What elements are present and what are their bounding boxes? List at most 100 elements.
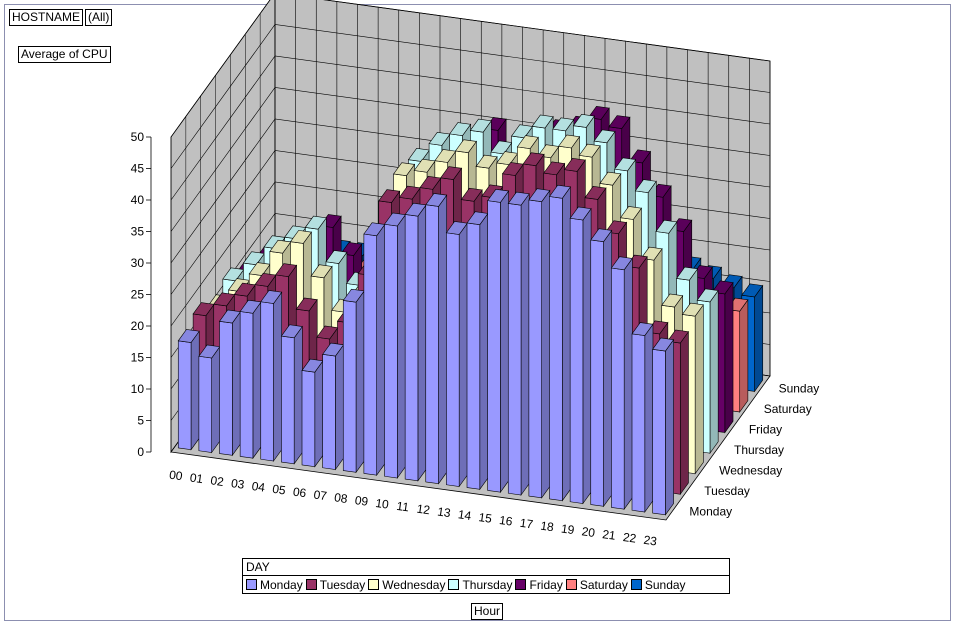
legend-item-friday: Friday — [515, 577, 563, 592]
y-tick-label: 10 — [131, 382, 145, 396]
y-tick-label: 0 — [137, 445, 144, 459]
legend-label: Thursday — [462, 577, 513, 592]
legend-item-thursday: Thursday — [448, 578, 512, 592]
z-tick-label: Monday — [689, 505, 732, 519]
x-tick-label: 04 — [251, 479, 266, 495]
bar-monday-04 — [260, 290, 283, 462]
series-field-button[interactable]: DAY — [242, 558, 730, 575]
y-tick-label: 50 — [131, 130, 145, 144]
x-tick-label: 12 — [416, 502, 431, 518]
average-cpu-field-button[interactable]: Average of CPU — [18, 46, 111, 63]
y-tick-label: 5 — [137, 414, 144, 428]
bar-monday-03 — [239, 299, 262, 460]
legend-item-saturday: Saturday — [565, 577, 628, 592]
chart-bars — [177, 106, 764, 516]
y-tick-label: 15 — [131, 351, 145, 365]
bar-monday-17 — [528, 188, 551, 499]
bar-monday-19 — [569, 206, 592, 505]
x-tick-label: 10 — [375, 496, 390, 512]
x-tick-label: 02 — [210, 473, 225, 489]
z-tick-label: Sunday — [779, 381, 820, 395]
bar-monday-12 — [425, 193, 448, 485]
bar-monday-16 — [507, 191, 530, 496]
x-tick-label: 08 — [333, 490, 348, 506]
x-tick-label: 20 — [581, 524, 596, 540]
x-tick-label: 14 — [457, 507, 472, 523]
y-tick-label: 25 — [131, 288, 145, 302]
bar-monday-22 — [631, 322, 654, 513]
hour-field-button[interactable]: Hour — [471, 603, 504, 620]
x-tick-label: 06 — [292, 485, 307, 501]
x-tick-label: 03 — [230, 476, 245, 492]
x-tick-label: 09 — [354, 493, 369, 509]
legend-swatch — [515, 579, 527, 590]
y-tick-label: 35 — [131, 225, 145, 239]
legend-swatch — [368, 579, 380, 590]
bar-monday-09 — [363, 222, 386, 477]
x-tick-label: 22 — [622, 530, 637, 546]
legend-item-monday: Monday — [246, 578, 303, 592]
z-tick-label: Tuesday — [704, 484, 750, 498]
legend-swatch — [565, 579, 577, 590]
bar-monday-21 — [610, 256, 633, 511]
x-tick-label: 15 — [478, 510, 493, 526]
data-field[interactable]: Average of CPU — [18, 46, 111, 63]
bar-monday-14 — [466, 211, 489, 491]
z-tick-label: Saturday — [764, 402, 812, 416]
legend-label: Saturday — [579, 577, 628, 592]
x-tick-label: 16 — [498, 513, 513, 529]
bar-monday-23 — [652, 337, 675, 516]
x-tick-label: 18 — [540, 519, 555, 535]
y-tick-label: 40 — [131, 193, 145, 207]
x-tick-label: 19 — [560, 521, 575, 537]
x-tick-label: 17 — [519, 516, 534, 532]
bar-monday-18 — [548, 184, 572, 502]
x-tick-label: 13 — [436, 504, 451, 520]
legend: DAY Monday Tuesday Wednesday Thursday Friday… — [242, 558, 730, 594]
z-tick-label: Wednesday — [719, 464, 782, 478]
legend-swatch — [305, 579, 317, 590]
hostname-page-field[interactable]: HOSTNAME (All) — [9, 9, 113, 26]
legend-swatch — [630, 579, 642, 590]
bar-monday-08 — [342, 288, 365, 474]
y-tick-label: 30 — [131, 256, 145, 270]
legend-label: Tuesday — [319, 577, 366, 592]
bar-monday-15 — [487, 188, 510, 494]
bar-monday-06 — [301, 358, 324, 468]
x-tick-label: 01 — [189, 470, 204, 486]
legend-item-tuesday: Tuesday — [305, 577, 366, 592]
bar-monday-00 — [177, 329, 200, 451]
bar-monday-13 — [445, 221, 468, 488]
category-field[interactable]: Hour — [471, 603, 504, 620]
legend-item-wednesday: Wednesday — [368, 578, 445, 592]
x-tick-label: 07 — [313, 487, 328, 503]
y-tick-label: 20 — [131, 319, 145, 333]
bar-monday-20 — [590, 228, 613, 508]
x-tick-label: 00 — [168, 468, 183, 484]
bar-monday-02 — [218, 309, 242, 457]
legend-swatch — [448, 579, 460, 590]
x-tick-label: 21 — [601, 527, 616, 543]
legend-label: Sunday — [644, 577, 686, 592]
bar-monday-05 — [280, 324, 303, 465]
bar-monday-07 — [322, 342, 345, 471]
legend-label: Monday — [260, 577, 303, 592]
x-tick-label: 11 — [396, 499, 411, 515]
bar-monday-01 — [198, 344, 221, 454]
x-tick-label: 05 — [271, 482, 286, 498]
legend-label: Friday — [529, 577, 563, 592]
hostname-filter-value[interactable]: (All) — [85, 9, 113, 26]
bar-monday-10 — [383, 212, 407, 479]
hostname-field-button[interactable]: HOSTNAME — [9, 9, 84, 26]
legend-swatch — [246, 579, 257, 590]
bar-monday-11 — [404, 202, 427, 482]
y-tick-label: 45 — [131, 162, 145, 176]
chart-frame — [4, 4, 951, 621]
x-tick-label: 23 — [643, 533, 658, 549]
legend-entries: Monday Tuesday Wednesday Thursday Friday Satu… — [242, 575, 730, 594]
z-tick-label: Friday — [749, 422, 782, 436]
chart-axes — [146, 136, 152, 453]
z-tick-label: Thursday — [734, 443, 784, 457]
